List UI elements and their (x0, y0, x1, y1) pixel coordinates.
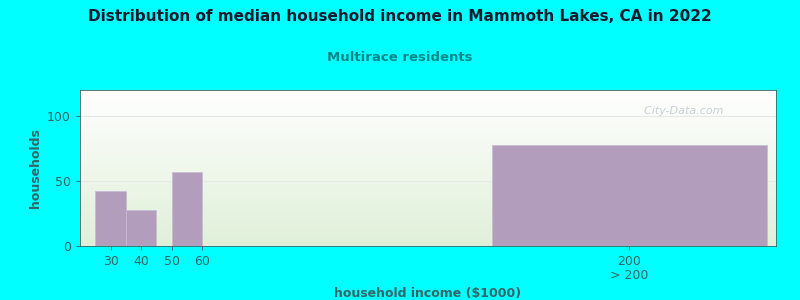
Text: Distribution of median household income in Mammoth Lakes, CA in 2022: Distribution of median household income … (88, 9, 712, 24)
X-axis label: household income ($1000): household income ($1000) (334, 287, 522, 300)
Bar (95, 191, 126, 246)
Text: City-Data.com: City-Data.com (637, 106, 723, 116)
Text: > 200: > 200 (610, 269, 649, 282)
Bar (126, 210, 156, 246)
Bar (492, 145, 767, 246)
Text: Multirace residents: Multirace residents (327, 51, 473, 64)
Y-axis label: households: households (29, 128, 42, 208)
Bar (171, 172, 202, 246)
